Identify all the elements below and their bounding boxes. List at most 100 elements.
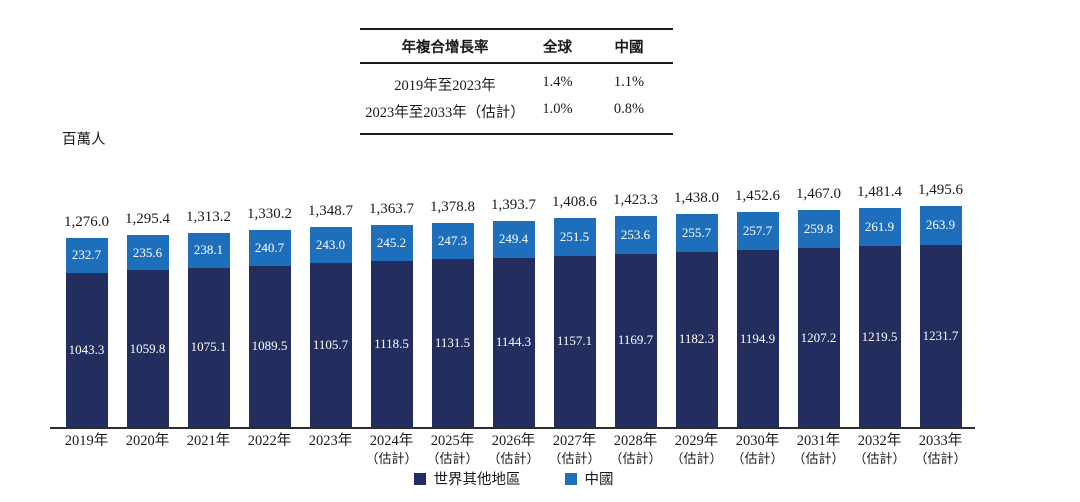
x-tick-year: 2027年: [552, 433, 597, 449]
bar-segment-china: 232.7: [65, 238, 108, 273]
rest-of-world-value-label: 1169.7: [617, 332, 654, 348]
stacked-bar: 247.3 1131.5: [431, 222, 474, 427]
bar-column: 1,393.7 249.4 1144.3: [483, 197, 544, 427]
total-value-label: 1,467.0: [796, 185, 841, 202]
bar-column: 1,295.4 235.6 1059.8: [117, 211, 178, 427]
bar-segment-rest-of-world: 1169.7: [614, 253, 657, 427]
cagr-table-body: 2019年至2023年 1.4% 1.1% 2023年至2033年（估計） 1.…: [360, 64, 673, 133]
total-value-label: 1,423.3: [613, 192, 658, 209]
cagr-global-value: 1.4%: [542, 74, 573, 90]
stacked-bar: 245.2 1118.5: [370, 225, 413, 427]
x-tick-label: 2033年 （估計）: [910, 433, 971, 467]
bar-column: 1,378.8 247.3 1131.5: [422, 199, 483, 427]
china-value-label: 263.9: [925, 217, 956, 233]
x-tick-year: 2024年: [369, 433, 414, 449]
table-row: 2019年至2023年 1.4% 1.1%: [360, 71, 673, 98]
bar-segment-rest-of-world: 1105.7: [309, 263, 352, 427]
x-tick-year: 2029年: [674, 433, 719, 449]
x-tick-label: 2020年: [117, 433, 178, 467]
bar-column: 1,495.6 263.9 1231.7: [910, 182, 971, 427]
x-tick-year: 2021年: [186, 433, 231, 449]
total-value-label: 1,363.7: [369, 201, 414, 218]
china-value-label: 249.4: [498, 231, 529, 247]
table-row: 2023年至2033年（估計） 1.0% 0.8%: [360, 98, 673, 125]
bar-column: 1,423.3 253.6 1169.7: [605, 192, 666, 427]
rest-of-world-value-label: 1075.1: [190, 339, 227, 355]
bar-segment-rest-of-world: 1131.5: [431, 259, 474, 427]
total-value-label: 1,295.4: [125, 211, 170, 228]
china-value-label: 259.8: [803, 220, 834, 236]
bar-column: 1,330.2 240.7 1089.5: [239, 206, 300, 427]
x-tick-label: 2029年 （估計）: [666, 433, 727, 467]
x-tick-label: 2021年: [178, 433, 239, 467]
x-tick-year: 2022年: [247, 433, 292, 449]
bar-segment-rest-of-world: 1059.8: [126, 270, 169, 427]
bar-column: 1,348.7 243.0 1105.7: [300, 203, 361, 427]
x-tick-estimate-note: （估計）: [609, 451, 662, 466]
stacked-bar: 240.7 1089.5: [248, 230, 291, 427]
x-tick-year: 2032年: [857, 433, 902, 449]
x-tick-label: 2028年 （估計）: [605, 433, 666, 467]
bar-segment-rest-of-world: 1194.9: [736, 250, 779, 427]
legend-item: 中國: [564, 468, 614, 489]
cagr-china-value: 0.8%: [613, 101, 645, 117]
x-tick-label: 2022年: [239, 433, 300, 467]
bar-segment-china: 263.9: [919, 205, 962, 245]
cagr-table: 年複合增長率 全球 中國 2019年至2023年 1.4% 1.1% 2023年…: [360, 28, 673, 135]
chart-legend: 世界其他地區 中國: [56, 468, 971, 489]
total-value-label: 1,330.2: [247, 206, 292, 223]
bar-segment-rest-of-world: 1207.2: [797, 248, 840, 427]
stacked-bar: 259.8 1207.2: [797, 209, 840, 427]
rest-of-world-value-label: 1207.2: [800, 329, 837, 345]
china-value-label: 245.2: [376, 235, 407, 251]
bar-segment-rest-of-world: 1157.1: [553, 255, 596, 427]
x-tick-estimate-note: （估計）: [670, 451, 723, 466]
bar-segment-china: 255.7: [675, 214, 718, 252]
cagr-china-value: 1.1%: [613, 74, 645, 90]
x-tick-label: 2019年: [56, 433, 117, 467]
x-tick-label: 2031年 （估計）: [788, 433, 849, 467]
rest-of-world-value-label: 1157.1: [556, 333, 593, 349]
stacked-bar: 263.9 1231.7: [919, 205, 962, 427]
x-tick-year: 2020年: [125, 433, 170, 449]
china-value-label: 255.7: [681, 224, 712, 240]
cagr-global-value: 1.0%: [542, 101, 573, 117]
bar-segment-china: 259.8: [797, 209, 840, 249]
bar-segment-rest-of-world: 1075.1: [187, 267, 230, 427]
rest-of-world-value-label: 1219.5: [861, 328, 898, 344]
x-tick-year: 2026年: [491, 433, 536, 449]
total-value-label: 1,276.0: [64, 214, 109, 231]
bar-segment-china: 261.9: [858, 207, 901, 247]
total-value-label: 1,495.6: [918, 181, 963, 198]
total-value-label: 1,452.6: [735, 187, 780, 204]
y-axis-unit-label: 百萬人: [62, 132, 106, 148]
bar-segment-china: 245.2: [370, 225, 413, 262]
legend-item: 世界其他地區: [413, 468, 521, 489]
cagr-table-header: 年複合增長率 全球 中國: [360, 30, 673, 64]
x-tick-label: 2024年 （估計）: [361, 433, 422, 467]
bar-segment-china: 243.0: [309, 227, 352, 264]
bar-segment-china: 253.6: [614, 216, 657, 254]
bar-chart-plot: 1,276.0 232.7 1043.3 1,295.4 235.6 1059.8 1,31…: [56, 182, 971, 427]
x-tick-label: 2027年 （估計）: [544, 433, 605, 467]
bar-column: 1,438.0 255.7 1182.3: [666, 190, 727, 427]
stacked-bar: 261.9 1219.5: [858, 207, 901, 427]
x-tick-year: 2031年: [796, 433, 841, 449]
rest-of-world-value-label: 1105.7: [312, 337, 349, 353]
bar-column: 1,363.7 245.2 1118.5: [361, 201, 422, 427]
bar-segment-china: 235.6: [126, 235, 169, 271]
cagr-header-metric: 年複合增長率: [401, 40, 489, 56]
china-value-label: 251.5: [559, 229, 590, 245]
china-value-label: 232.7: [71, 247, 102, 263]
china-value-label: 261.9: [864, 219, 895, 235]
bar-segment-rest-of-world: 1231.7: [919, 244, 962, 427]
x-tick-estimate-note: （估計）: [426, 451, 479, 466]
bar-segment-china: 249.4: [492, 220, 535, 258]
bar-segment-rest-of-world: 1182.3: [675, 251, 718, 427]
china-value-label: 257.7: [742, 222, 773, 238]
china-value-label: 253.6: [620, 227, 651, 242]
x-tick-estimate-note: （估計）: [487, 451, 540, 466]
cagr-period-label: 2019年至2023年: [394, 78, 496, 94]
bar-column: 1,276.0 232.7 1043.3: [56, 214, 117, 427]
